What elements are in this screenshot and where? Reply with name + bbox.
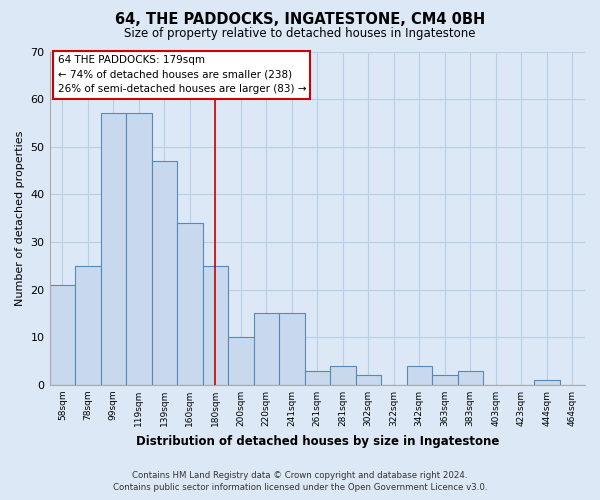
Bar	[101, 114, 126, 385]
Bar	[254, 314, 279, 385]
Bar	[152, 161, 177, 385]
Text: 64 THE PADDOCKS: 179sqm
← 74% of detached houses are smaller (238)
26% of semi-d: 64 THE PADDOCKS: 179sqm ← 74% of detache…	[58, 55, 306, 94]
Bar	[50, 285, 75, 385]
Bar	[228, 338, 254, 385]
Text: 64, THE PADDOCKS, INGATESTONE, CM4 0BH: 64, THE PADDOCKS, INGATESTONE, CM4 0BH	[115, 12, 485, 28]
Text: Contains HM Land Registry data © Crown copyright and database right 2024.
Contai: Contains HM Land Registry data © Crown c…	[113, 471, 487, 492]
Bar	[126, 114, 152, 385]
Text: Size of property relative to detached houses in Ingatestone: Size of property relative to detached ho…	[124, 28, 476, 40]
Bar	[407, 366, 432, 385]
Bar	[203, 266, 228, 385]
Bar	[177, 223, 203, 385]
Bar	[305, 370, 330, 385]
Bar	[432, 376, 458, 385]
X-axis label: Distribution of detached houses by size in Ingatestone: Distribution of detached houses by size …	[136, 434, 499, 448]
Bar	[534, 380, 560, 385]
Bar	[75, 266, 101, 385]
Bar	[330, 366, 356, 385]
Bar	[458, 370, 483, 385]
Y-axis label: Number of detached properties: Number of detached properties	[15, 130, 25, 306]
Bar	[279, 314, 305, 385]
Bar	[356, 376, 381, 385]
